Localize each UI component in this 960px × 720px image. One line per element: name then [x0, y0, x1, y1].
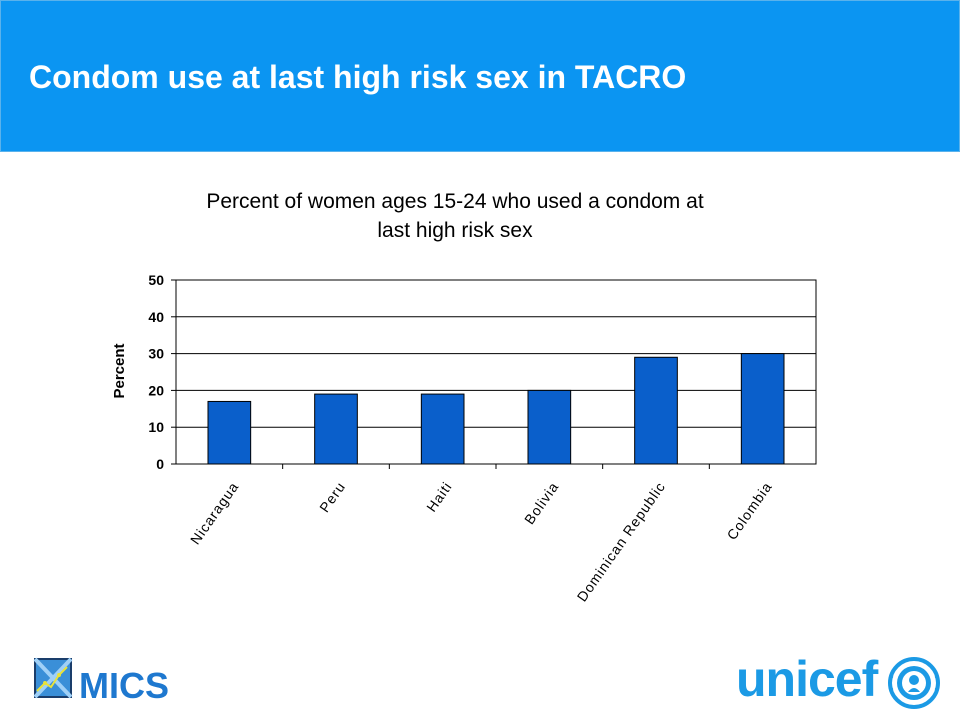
slide-title: Condom use at last high risk sex in TACR…	[29, 59, 687, 95]
y-tick-label: 0	[156, 456, 164, 472]
y-axis-title: Percent	[111, 343, 128, 398]
axes	[171, 279, 817, 469]
y-tick-label: 10	[148, 419, 164, 435]
bar	[527, 389, 572, 465]
y-tick-label: 20	[148, 382, 164, 398]
unicef-logo-text: unicef	[736, 651, 878, 707]
y-tick-label: 30	[148, 346, 164, 362]
gridlines	[176, 316, 816, 428]
plot-area-border	[175, 279, 817, 465]
x-category-label: Dominican Republic	[574, 479, 669, 605]
bar	[420, 393, 465, 465]
bar	[314, 393, 358, 465]
bar	[207, 400, 252, 465]
x-category-label: Haiti	[423, 479, 455, 515]
y-tick-label: 40	[148, 309, 164, 325]
title-banner: Condom use at last high risk sex in TACR…	[0, 0, 960, 152]
y-tick-label: 50	[148, 272, 164, 288]
chart-title-line-1: Percent of women ages 15-24 who used a c…	[206, 190, 704, 213]
bars	[207, 353, 785, 465]
bar	[634, 356, 678, 465]
chart-title: Percent of women ages 15-24 who used a c…	[150, 187, 760, 245]
x-category-label: Colombia	[724, 479, 776, 543]
chart-title-line-2: last high risk sex	[377, 219, 533, 242]
mics-logo-icon	[33, 657, 73, 699]
x-category-label: Bolivia	[521, 479, 562, 528]
x-category-label: Nicaragua	[187, 479, 242, 548]
x-category-label: Peru	[316, 479, 348, 516]
bar	[740, 353, 785, 465]
mics-logo-text: MICS	[79, 665, 169, 706]
un-emblem-icon	[888, 657, 940, 709]
